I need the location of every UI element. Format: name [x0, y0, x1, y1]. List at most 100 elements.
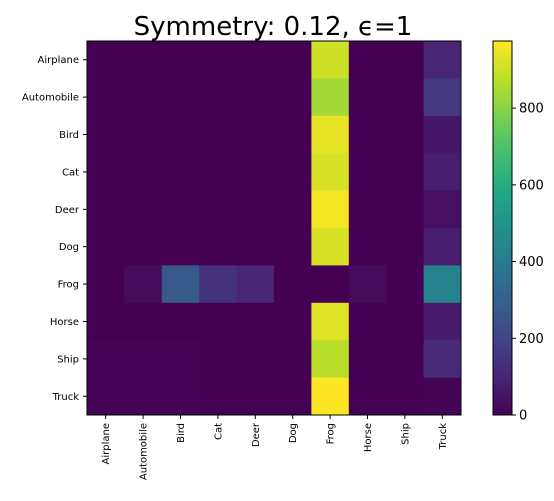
x-tick-label: Deer: [251, 422, 262, 447]
x-tick-label: Airplane: [101, 423, 112, 464]
y-tick-label: Dog: [59, 242, 79, 253]
colorbar-tick-label: 400: [519, 255, 544, 270]
heatmap-cell: [348, 153, 387, 192]
heatmap-cell: [386, 153, 425, 192]
colorbar-tick-label: 200: [519, 332, 544, 347]
heatmap-cell: [161, 340, 200, 379]
heatmap-cell: [124, 41, 163, 79]
heatmap-cell: [87, 78, 125, 117]
x-tick-label: Bird: [176, 423, 187, 443]
chart-title: Symmetry: 0.12, ϵ=1: [134, 12, 413, 42]
heatmap-cell: [124, 265, 163, 304]
heatmap-cell: [87, 190, 125, 229]
heatmap-cell: [161, 41, 200, 79]
heatmap-cell: [236, 377, 275, 416]
heatmap-cell: [199, 153, 238, 192]
heatmap-cell: [311, 41, 350, 79]
heatmap-cell: [199, 302, 238, 341]
heatmap-cell: [386, 115, 425, 154]
heatmap-cell: [199, 78, 238, 117]
heatmap-cell: [423, 228, 462, 266]
heatmap-cell: [348, 302, 387, 341]
y-axis: Airplane Automobile Bird Cat Deer Dog Frog Hors…: [22, 55, 87, 403]
x-axis: Airplane Automobile Bird Cat Deer Dog Frog Hors…: [101, 415, 449, 480]
heatmap-cell: [386, 78, 425, 117]
heatmap-cell: [161, 377, 200, 416]
heatmap-cell: [87, 302, 125, 341]
heatmap-cell: [236, 265, 275, 304]
heatmap-cell: [423, 377, 462, 416]
heatmap-cell: [311, 190, 350, 229]
heatmap-cell: [348, 115, 387, 154]
heatmap-cell: [236, 190, 275, 229]
x-tick-label: Ship: [400, 423, 411, 445]
heatmap-cell: [236, 228, 275, 266]
heatmap-cell: [311, 265, 350, 304]
heatmap-cell: [386, 377, 425, 416]
heatmap-cell: [161, 115, 200, 154]
heatmap-cell: [236, 78, 275, 117]
heatmap-cell: [274, 302, 312, 341]
heatmap-cell: [87, 377, 125, 416]
y-tick-label: Frog: [58, 280, 79, 291]
heatmap-cell: [386, 340, 425, 379]
plot-frame: [86, 40, 462, 416]
heatmap-cell: [423, 78, 462, 117]
heatmap-cell: [386, 190, 425, 229]
y-tick-label: Cat: [62, 167, 79, 178]
heatmap-cell: [423, 190, 462, 229]
heatmap-cell: [311, 228, 350, 266]
colorbar-tick-label: 800: [519, 102, 544, 117]
y-tick-label: Airplane: [38, 55, 79, 66]
heatmap-cell: [199, 41, 238, 79]
y-tick-label: Horse: [50, 317, 79, 328]
heatmap-cell: [311, 302, 350, 341]
heatmap-cell: [311, 340, 350, 379]
heatmap-cell: [87, 115, 125, 154]
y-tick-label: Truck: [52, 392, 80, 403]
heatmap-cell: [124, 190, 163, 229]
heatmap-cell: [386, 228, 425, 266]
heatmap-cell: [161, 302, 200, 341]
heatmap-cell: [124, 302, 163, 341]
colorbar: [492, 40, 513, 416]
heatmap-cell: [274, 153, 312, 192]
heatmap-cell: [236, 41, 275, 79]
heatmap-cell: [311, 115, 350, 154]
heatmap-cell: [236, 153, 275, 192]
heatmap-cell: [423, 41, 462, 79]
heatmap-cell: [311, 377, 350, 416]
heatmap-cell: [423, 302, 462, 341]
y-tick-label: Deer: [55, 205, 80, 216]
heatmap-cell: [199, 340, 238, 379]
heatmap-cell: [161, 78, 200, 117]
heatmap-cell: [87, 340, 125, 379]
heatmap-cell: [236, 302, 275, 341]
heatmap-cell: [124, 78, 163, 117]
heatmap-cell: [199, 190, 238, 229]
colorbar-axis: 0 200 400 600 800: [512, 102, 544, 424]
heatmap-cells: [87, 41, 462, 416]
heatmap-cell: [124, 228, 163, 266]
heatmap-cell: [236, 340, 275, 379]
heatmap-cell: [87, 228, 125, 266]
heatmap-cell: [199, 265, 238, 304]
heatmap-cell: [274, 115, 312, 154]
heatmap-cell: [348, 41, 387, 79]
heatmap-cell: [423, 153, 462, 192]
heatmap-cell: [386, 302, 425, 341]
heatmap-cell: [199, 377, 238, 416]
x-tick-label: Truck: [438, 423, 449, 451]
heatmap-cell: [124, 115, 163, 154]
x-tick-label: Automobile: [139, 423, 150, 480]
heatmap-cell: [348, 190, 387, 229]
heatmap-cell: [274, 377, 312, 416]
heatmap-cell: [386, 41, 425, 79]
heatmap-cell: [348, 265, 387, 304]
heatmap-cell: [348, 340, 387, 379]
heatmap-cell: [274, 340, 312, 379]
heatmap-cell: [423, 115, 462, 154]
heatmap-cell: [348, 377, 387, 416]
heatmap-cell: [311, 78, 350, 117]
heatmap-cell: [311, 153, 350, 192]
